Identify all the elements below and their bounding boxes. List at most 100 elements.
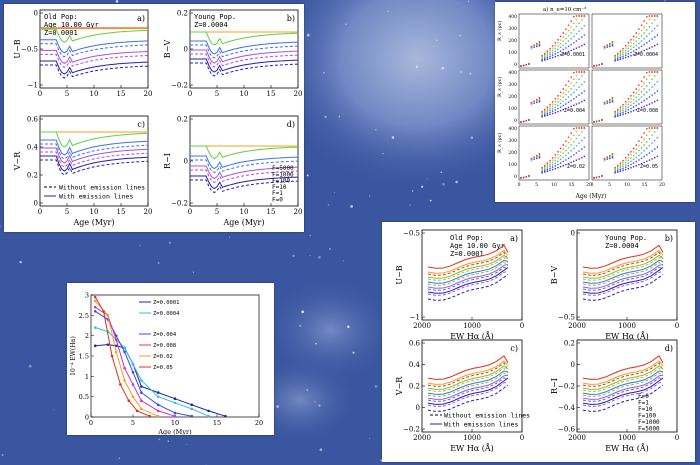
tl-a-curve [40,39,149,54]
tr-point [573,72,575,74]
tr-point [638,28,640,30]
tr-point [640,80,643,82]
tr-point [549,51,551,54]
br-d-curve [582,365,664,390]
bl-series-point [93,344,97,348]
tr-point [643,20,645,22]
tr-point [583,146,586,148]
tr-point [562,144,564,146]
star [328,247,332,251]
bl-series-point [110,354,114,358]
br-c-ytick-label: 0 [416,404,420,412]
tr-point [643,38,645,40]
tr-point [624,166,627,168]
tr-ytick-label: 300 [508,26,517,32]
tr-point [570,26,572,28]
tr-point [611,41,614,43]
tr-point [578,15,580,17]
tr-point [609,98,611,101]
tr-point [575,15,578,17]
tr-point [562,160,564,163]
tr-point [611,157,614,159]
tr-point [567,136,570,138]
tr-point [562,100,564,103]
tr-point [624,101,627,103]
bl-series-point [190,407,194,411]
tr-point [638,84,640,86]
br-a-ytick-label: −0.5 [403,230,420,238]
tr-ytick-label: 200 [508,38,517,44]
tl-a-curve-dashed [40,43,149,58]
tr-point [544,168,546,171]
tr-point [581,148,583,150]
tl-c-xtick-label: 10 [90,208,99,216]
tr-point [638,51,640,54]
star [426,178,428,180]
tr-point [551,56,554,59]
tr-point [643,150,645,152]
bl-series-point [173,401,177,405]
tl-d-ytick-label: −0.2 [171,200,188,208]
tr-point [567,147,570,149]
tr-point [559,91,562,94]
tr-point [619,50,622,52]
tr-xtick-label: 15 [642,182,648,188]
br-c-curve [427,365,509,390]
star [375,128,377,131]
tr-point [648,152,651,154]
tr-point [603,157,606,160]
tr-point [611,43,614,45]
tr-point [640,136,643,138]
tr-point [570,20,572,22]
tr-point [538,156,541,158]
tr-point [632,39,635,41]
br-d-ytick-label: 0.2 [564,340,575,348]
tl-b-curve [190,31,299,46]
br-c-xlabel: EW Hα (Å) [450,444,494,453]
tr-point [622,51,624,54]
tr-point [640,50,643,53]
br-a-inset: Old Pop: [450,234,484,242]
br-b-curve [582,267,664,294]
tr-point [630,160,632,163]
tr-point [544,171,546,173]
tr-point [554,162,557,164]
tr-point [614,58,616,60]
tr-point [575,40,578,42]
tr-point [595,120,598,123]
tr-point [624,168,627,171]
br-c-curve [427,374,509,400]
tr-point [624,47,627,49]
tr-point [554,98,557,100]
tr-point [554,44,557,47]
tr-point [525,175,527,178]
tr-point [611,42,614,45]
tr-point [565,145,567,147]
tr-point [632,91,635,94]
tr-ytick-label: 0 [514,62,517,68]
tr-point [611,99,614,101]
tr-point [570,49,572,52]
tr-point [546,111,549,113]
tr-point [646,91,648,94]
tr-point [570,99,572,102]
bl-xtick-label: 15 [213,419,221,427]
bl-xtick-label: 0 [89,419,93,427]
tr-point [557,95,559,97]
tr-point [551,168,554,171]
tr-point [533,100,535,102]
tr-point [581,83,583,86]
tr-point [573,147,575,150]
tr-point [567,29,570,32]
star [1,453,4,457]
tr-point [551,112,554,115]
tl-flabel: F=0 [272,197,283,204]
tr-point [546,55,549,57]
tr-point [551,52,554,54]
star [342,260,344,262]
tr-point [559,166,562,168]
tr-point [536,154,538,157]
tr-point [640,85,643,88]
tr-point [638,107,640,110]
tr-ylabel: R_s (pc) [496,21,503,41]
